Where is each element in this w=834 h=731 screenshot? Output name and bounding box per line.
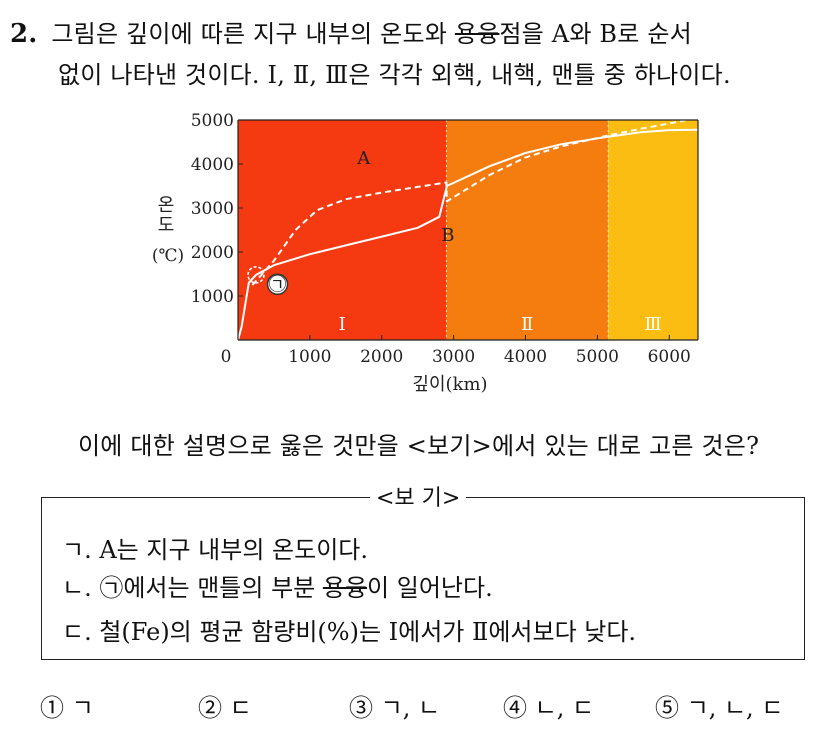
choice-2[interactable]: ② ㄷ (198, 688, 252, 723)
y-tick-label-2: 3000 (191, 199, 234, 219)
y-axis-label-unit: (℃) (152, 246, 184, 266)
region-label-2: Ⅱ (521, 314, 533, 335)
question-prompt: 이에 대한 설명으로 옳은 것만을 <보기>에서 있는 대로 고른 것은? (78, 432, 760, 460)
choice-1[interactable]: ① ㄱ (40, 688, 94, 723)
choice-3-text: ㄱ, ㄴ (380, 694, 441, 722)
bogi-item-2-strike: 용융 (322, 574, 368, 602)
annotation-bg-2 (266, 273, 289, 296)
bogi-item-1: ㄱ. A는 지구 내부의 온도이다. (62, 536, 368, 564)
annotation-1: B (441, 225, 454, 246)
bogi-item-2: ㄴ. ㉠에서는 맨틀의 부분 용융이 일어난다. (62, 568, 493, 603)
y-tick-label-3: 4000 (191, 155, 234, 175)
region-1 (238, 120, 447, 340)
y-tick-label-0: 1000 (191, 287, 234, 307)
x-tick-label-3: 3000 (432, 347, 475, 367)
choice-2-num: ② (198, 694, 222, 722)
choice-4[interactable]: ④ ㄴ, ㄷ (503, 688, 594, 723)
series-layer (237, 116, 699, 341)
x-axis-label: 깊이(km) (412, 374, 487, 395)
choice-4-text: ㄴ, ㄷ (534, 694, 595, 722)
choice-5[interactable]: ⑤ ㄱ, ㄴ, ㄷ (655, 688, 783, 723)
x-tick-label-2: 2000 (360, 347, 403, 367)
x-tick-label-6: 6000 (648, 347, 691, 367)
depth-temperature-chart: 1000 2000 3000 4000 5000 0 1000 2000 3000 4000 500… (152, 111, 699, 395)
y-tick-label-4: 5000 (191, 111, 234, 131)
x-tick-label-1: 1000 (288, 347, 331, 367)
y-axis-label-1: 온 (158, 195, 175, 216)
choice-4-num: ④ (503, 694, 527, 722)
axes-layer: 1000 2000 3000 4000 5000 0 1000 2000 3000 4000 500… (152, 111, 699, 395)
y-tick-label-1: 2000 (191, 243, 234, 263)
regions-layer (238, 120, 698, 340)
annotation-2: ㉠ (269, 274, 287, 295)
choice-5-text: ㄱ, ㄴ, ㄷ (686, 694, 784, 722)
choice-1-text: ㄱ (71, 694, 94, 722)
series-A (251, 116, 699, 286)
intersection-marker (247, 266, 265, 284)
question-text-1b: 점을 A와 B로 순서 (499, 20, 692, 48)
choice-3-num: ③ (349, 694, 373, 722)
bogi-item-2-post: 이 일어난다. (367, 574, 493, 602)
annotation-0: A (356, 148, 371, 169)
choice-2-text: ㄷ (229, 694, 252, 722)
question-line-1: 2. 그림은 깊이에 따른 지구 내부의 온도와 용융점을 A와 B로 순서 (10, 14, 692, 49)
question-line-2: 없이 나타낸 것이다. Ⅰ, Ⅱ, Ⅲ은 각각 외핵, 내핵, 맨틀 중 하나이… (58, 61, 731, 89)
region-label-3: Ⅲ (644, 314, 661, 335)
choice-3[interactable]: ③ ㄱ, ㄴ (349, 688, 440, 723)
labels-layer: Ⅰ Ⅱ Ⅲ A B ㉠ (266, 148, 662, 335)
y-axis-label-2: 도 (158, 215, 175, 236)
bogi-item-2-pre: ㄴ. ㉠에서는 맨틀의 부분 (62, 574, 323, 602)
question-number: 2. (10, 19, 38, 49)
x-tick-label-0: 0 (221, 347, 232, 367)
question-text-1-strike: 용융 (454, 20, 500, 48)
bogi-item-3: ㄷ. 철(Fe)의 평균 함량비(%)는 Ⅰ에서가 Ⅱ에서보다 낮다. (62, 618, 637, 646)
choice-5-num: ⑤ (655, 694, 679, 722)
region-label-1: Ⅰ (339, 314, 346, 335)
question-text-1a: 그림은 깊이에 따른 지구 내부의 온도와 (51, 20, 455, 48)
bogi-title: <보 기> (370, 480, 467, 512)
series-B (237, 128, 699, 341)
x-tick-label-5: 5000 (576, 347, 619, 367)
x-tick-label-4: 4000 (504, 347, 547, 367)
choice-1-num: ① (40, 694, 64, 722)
region-3 (608, 120, 698, 340)
